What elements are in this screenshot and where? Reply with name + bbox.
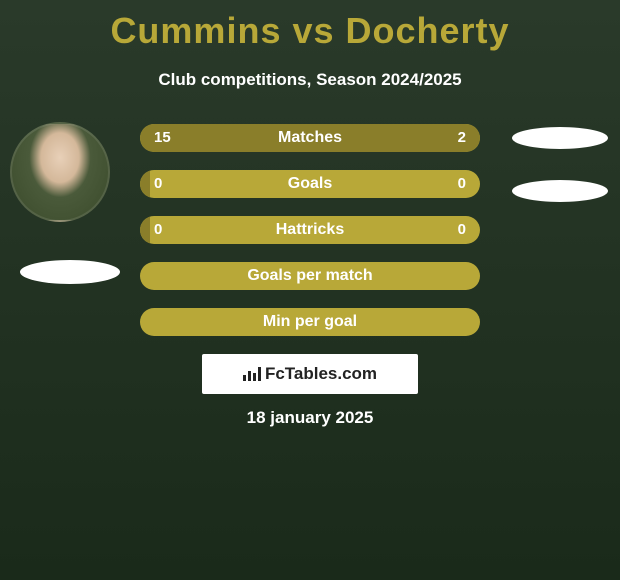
stat-bar-goals-per-match: Goals per match — [140, 262, 480, 290]
stat-value-right: 2 — [458, 124, 466, 152]
brand-text: FcTables.com — [265, 364, 377, 384]
page-title: Cummins vs Docherty — [0, 0, 620, 52]
stat-label: Goals per match — [140, 262, 480, 290]
player-right-avatar-pill — [512, 127, 608, 149]
stat-bar-min-per-goal: Min per goal — [140, 308, 480, 336]
player-right-club-pill — [512, 180, 608, 202]
date-label: 18 january 2025 — [0, 408, 620, 428]
stat-label: Goals — [140, 170, 480, 198]
stat-label: Matches — [140, 124, 480, 152]
player-left-club-pill — [20, 260, 120, 284]
stat-value-right: 0 — [458, 170, 466, 198]
stat-bar-hattricks: 0 Hattricks 0 — [140, 216, 480, 244]
stat-bar-matches: 15 Matches 2 — [140, 124, 480, 152]
bar-chart-icon — [243, 367, 261, 381]
stat-label: Min per goal — [140, 308, 480, 336]
stat-value-right: 0 — [458, 216, 466, 244]
subtitle: Club competitions, Season 2024/2025 — [0, 70, 620, 90]
brand-badge[interactable]: FcTables.com — [202, 354, 418, 394]
player-left-avatar — [10, 122, 110, 222]
stat-bar-goals: 0 Goals 0 — [140, 170, 480, 198]
stat-bars: 15 Matches 2 0 Goals 0 0 Hattricks 0 Goa… — [140, 124, 480, 354]
stat-label: Hattricks — [140, 216, 480, 244]
